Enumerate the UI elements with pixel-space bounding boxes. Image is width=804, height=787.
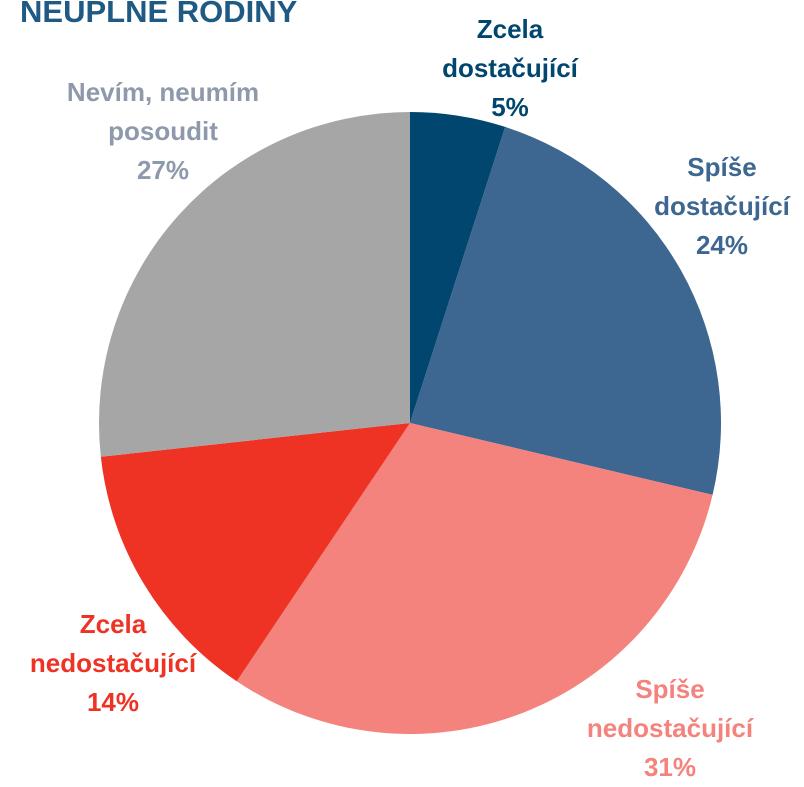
pie-slice <box>410 112 506 423</box>
category-label: Spíše nedostačující <box>586 674 754 743</box>
category-label: Zcela dostačující <box>442 14 578 83</box>
category-label: Zcela nedostačující <box>29 609 197 678</box>
value-label: 5% <box>491 92 529 122</box>
pie-slice <box>236 423 713 734</box>
value-label: 14% <box>86 687 140 717</box>
pie-slice <box>98 112 410 457</box>
value-label: 31% <box>643 752 697 782</box>
slice-label: Spíše nedostačující 31% <box>587 670 753 787</box>
value-label: 27% <box>136 155 190 185</box>
category-label: Spíše dostačující <box>654 152 790 221</box>
pie-slice <box>100 423 410 682</box>
slice-label: Nevím, neumím posoudit 27% <box>67 73 259 190</box>
slice-label: Zcela dostačující 5% <box>442 10 578 127</box>
chart-title: NEÚPLNÉ RODINY <box>20 0 298 29</box>
value-label: 24% <box>695 230 749 260</box>
category-label: Nevím, neumím posoudit <box>66 77 260 146</box>
slice-label: Zcela nedostačující 14% <box>30 605 196 722</box>
slice-label: Spíše dostačující 24% <box>654 148 790 265</box>
pie-slice <box>410 126 721 495</box>
